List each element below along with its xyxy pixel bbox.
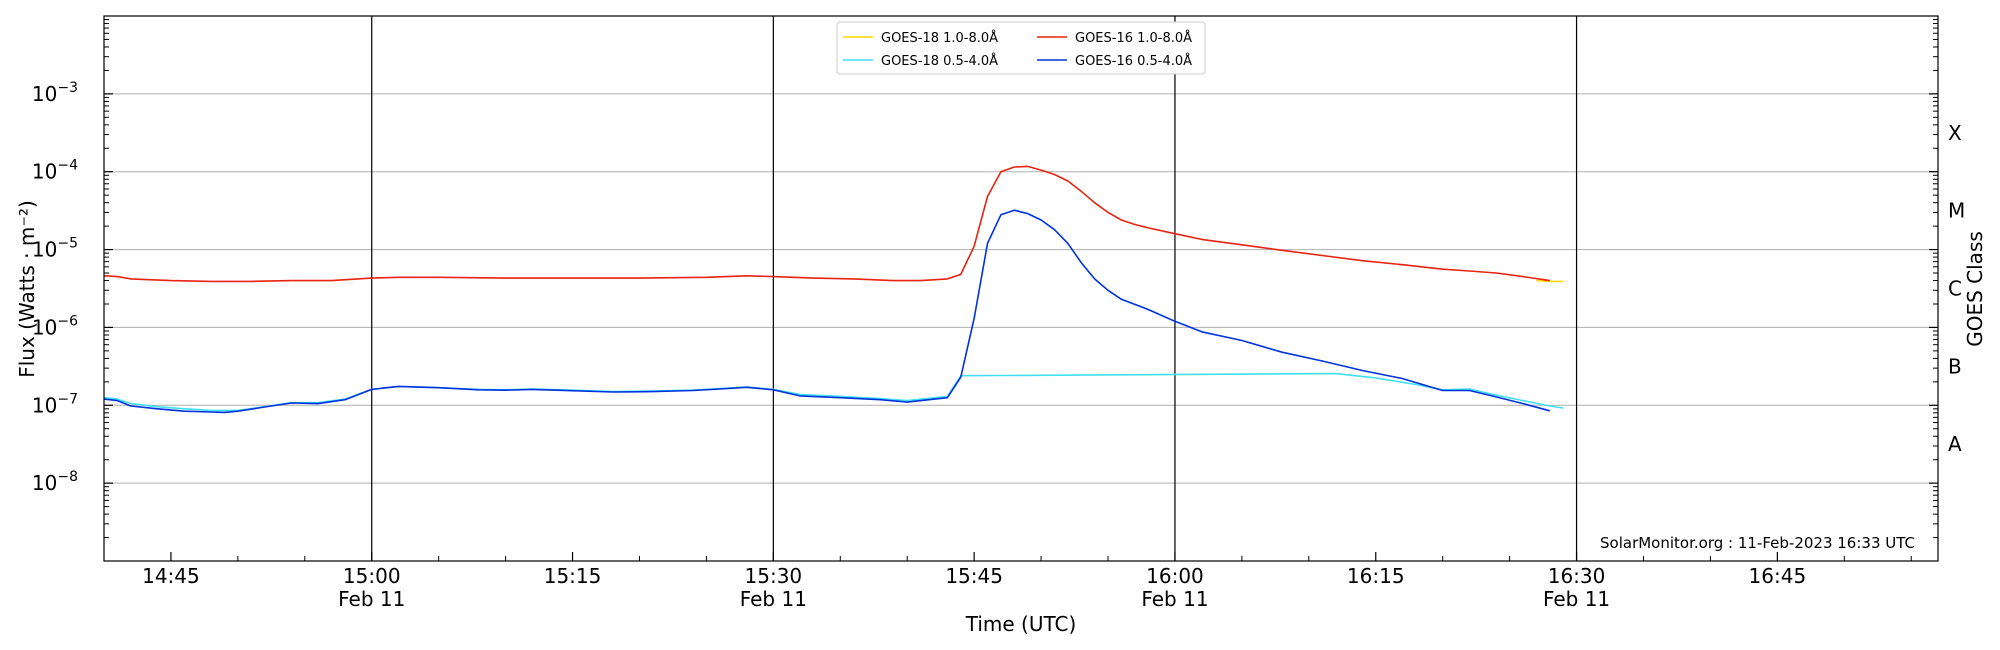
x-tick-label: 16:30 [1548, 564, 1606, 588]
goes-class-label: X [1948, 121, 1962, 145]
x-tick-label: 16:00 [1146, 564, 1204, 588]
y-ticks-layer: 10−8 10−7 10−6 10−5 10−4 10−3 [32, 19, 1938, 539]
y-axis-title: Flux (Watts · m⁻²) [15, 200, 39, 378]
x-tick-label: 15:45 [945, 564, 1003, 588]
x-tick-label: 16:45 [1749, 564, 1807, 588]
legend-label-goes18-short: GOES-18 0.5-4.0Å [881, 53, 998, 69]
y-tick-label: 10−7 [32, 391, 78, 417]
legend: GOES-18 1.0-8.0Å GOES-18 0.5-4.0Å GOES-1… [836, 21, 1206, 75]
goes-class-label: B [1948, 354, 1962, 378]
y-tick-label: 10−3 [32, 80, 78, 106]
plot-frame [103, 15, 1939, 562]
x-tick-label: 14:45 [142, 564, 200, 588]
goes-class-label: A [1948, 432, 1962, 456]
y-tick-label: 10−5 [32, 236, 78, 262]
legend-box [836, 21, 1206, 75]
credit-text: SolarMonitor.org : 11-Feb-2023 16:33 UTC [1600, 534, 1915, 552]
x-tick-date-label: Feb 11 [338, 587, 405, 611]
x-tick-date-label: Feb 11 [1543, 587, 1610, 611]
x-tick-label: 16:15 [1347, 564, 1405, 588]
x-tick-label: 15:00 [343, 564, 401, 588]
legend-label-goes18-long: GOES-18 1.0-8.0Å [881, 30, 998, 46]
x-tick-label: 15:30 [745, 564, 803, 588]
y-tick-label: 10−4 [32, 158, 78, 184]
x-axis-title: Time (UTC) [965, 612, 1077, 636]
x-tick-label: 15:15 [544, 564, 602, 588]
goes-class-label: C [1948, 277, 1962, 301]
legend-label-goes16-long: GOES-16 1.0-8.0Å [1075, 30, 1192, 46]
goes-class-label: M [1948, 199, 1965, 223]
series-line-3 [103, 165, 1550, 283]
y2-axis-title: GOES Class [1963, 231, 1987, 347]
legend-label-goes16-short: GOES-16 0.5-4.0Å [1075, 53, 1192, 69]
y-tick-label: 10−8 [32, 469, 78, 495]
goes-class-layer: A B C M X [1948, 121, 1965, 456]
y-tick-label: 10−6 [32, 313, 78, 339]
series-layer [103, 165, 1564, 414]
x-tick-date-label: Feb 11 [740, 587, 807, 611]
x-tick-date-label: Feb 11 [1141, 587, 1208, 611]
series-line-1 [1536, 279, 1564, 283]
vertical-lines-layer [371, 16, 1578, 561]
series-line-4 [103, 209, 1551, 414]
grid-layer [104, 93, 1938, 484]
